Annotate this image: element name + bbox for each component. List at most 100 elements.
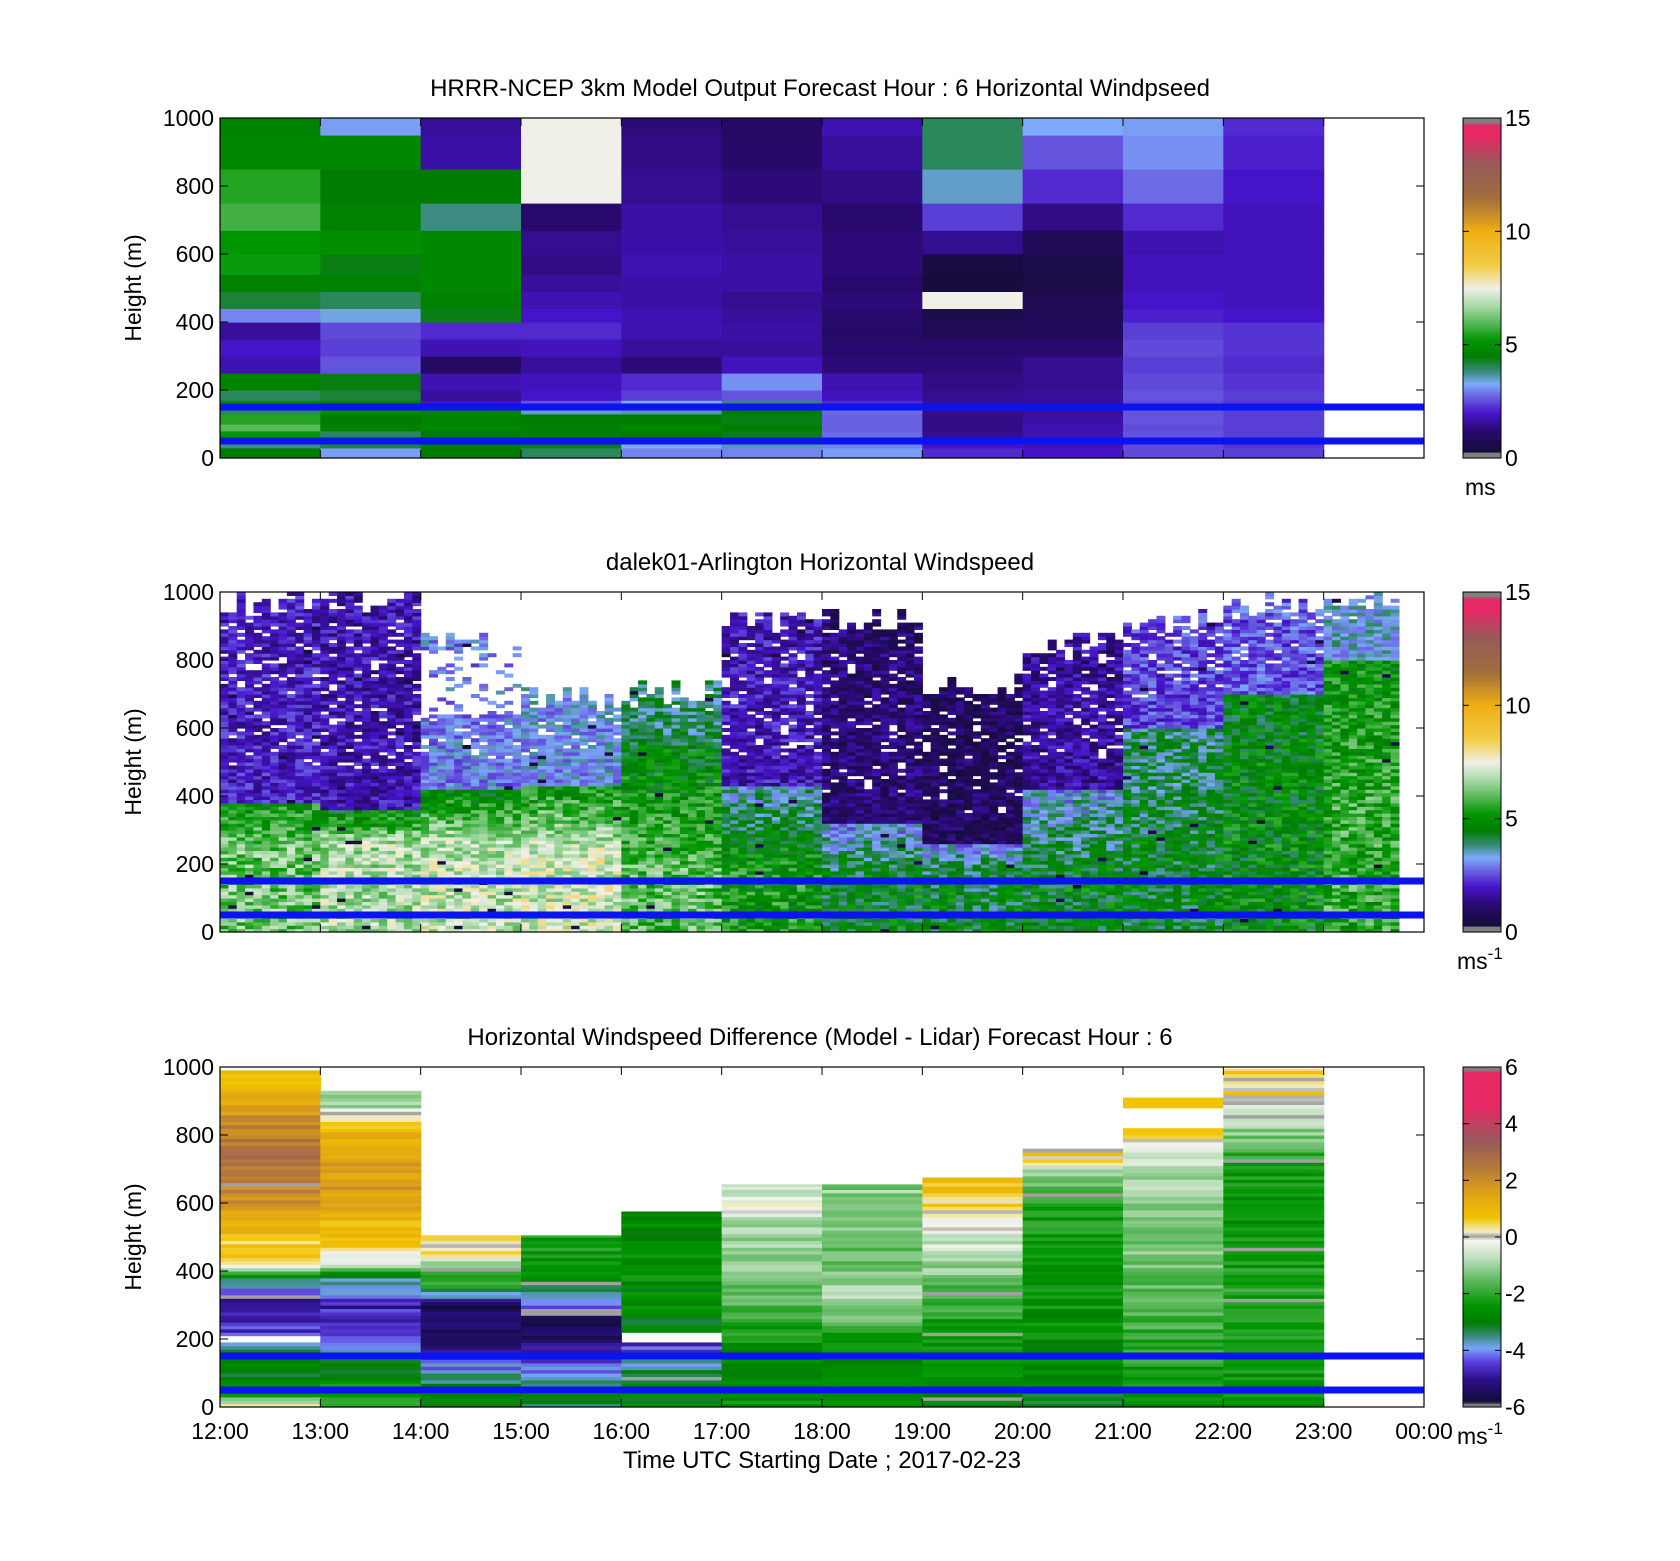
lidar-cell (579, 711, 589, 715)
lidar-cell (412, 898, 422, 902)
lidar-cell (270, 802, 280, 807)
lidar-cell (362, 741, 372, 746)
model-cell (220, 430, 321, 439)
lidar-cell (253, 836, 263, 841)
lidar-cell (629, 802, 639, 807)
lidar-cell (236, 830, 246, 834)
lidar-cell (445, 792, 455, 797)
lidar-cell (554, 874, 564, 879)
lidar-cell (629, 898, 639, 902)
lidar-cell (679, 768, 689, 773)
lidar-cell (654, 768, 664, 773)
lidar-cell (429, 809, 438, 814)
lidar-cell (253, 904, 263, 909)
lidar-cell (278, 629, 288, 634)
lidar-cell (295, 918, 305, 923)
lidar-cell (445, 738, 455, 743)
lidar-cell (688, 904, 698, 909)
lidar-cell (646, 894, 656, 899)
lidar-cell (612, 867, 622, 872)
lidar-cell (420, 891, 430, 896)
colorbar-swatch (1463, 222, 1501, 225)
lidar-cell (646, 789, 656, 794)
lidar-cell (236, 772, 246, 777)
lidar-heatmap (220, 592, 1400, 933)
lidar-cell (403, 646, 413, 651)
lidar-cell (437, 908, 447, 913)
lidar-cell (454, 809, 464, 814)
lidar-cell (378, 663, 388, 668)
lidar-cell (311, 836, 321, 841)
lidar-cell (253, 789, 263, 794)
lidar-cell (429, 833, 438, 838)
lidar-cell (454, 904, 464, 909)
lidar-cell (345, 700, 355, 705)
lidar-cell (495, 714, 505, 719)
lidar-cell (479, 853, 489, 858)
lidar-cell (370, 867, 380, 872)
lidar-cell (495, 734, 505, 739)
lidar-cell (688, 806, 698, 811)
lidar-cell (654, 799, 664, 804)
lidar-cell (654, 687, 664, 692)
lidar-cell (688, 721, 698, 726)
lidar-cell (479, 639, 489, 644)
lidar-cell (353, 704, 363, 709)
lidar-cell (295, 847, 305, 851)
lidar-cell (454, 833, 464, 838)
lidar-cell (303, 894, 313, 899)
lidar-cell (353, 639, 363, 644)
lidar-cell (278, 598, 288, 603)
lidar-cell (395, 870, 405, 875)
lidar-cell (311, 830, 321, 834)
lidar-cell (537, 802, 547, 807)
lidar-cell (303, 751, 313, 756)
lidar-cell (445, 646, 455, 651)
lidar-cell (521, 738, 530, 743)
lidar-cell (454, 741, 464, 746)
lidar-cell (328, 836, 338, 841)
lidar-cell (270, 843, 280, 848)
lidar-cell (487, 894, 497, 899)
lidar-cell (629, 816, 639, 821)
lidar-cell (688, 792, 698, 797)
lidar-cell (286, 853, 296, 858)
lidar-cell (236, 660, 246, 664)
lidar-cell (671, 925, 681, 930)
lidar-cell (378, 731, 388, 736)
lidar-cell (337, 751, 347, 756)
lidar-cell (253, 925, 263, 930)
lidar-cell (671, 823, 681, 828)
lidar-cell (320, 704, 330, 709)
lidar-cell (429, 758, 438, 763)
lidar-cell (403, 809, 413, 814)
lidar-cell (345, 724, 355, 729)
lidar-cell (220, 789, 229, 794)
model-cell (922, 339, 1024, 357)
lidar-cell (604, 826, 614, 831)
lidar-cell (278, 714, 288, 719)
lidar-cell (429, 649, 438, 654)
lidar-cell (621, 738, 631, 743)
model-cell (521, 254, 622, 275)
lidar-cell (671, 745, 681, 749)
lidar-cell (454, 748, 464, 753)
lidar-cell (395, 622, 405, 627)
lidar-cell (412, 721, 422, 726)
lidar-cell (362, 864, 372, 868)
lidar-cell (696, 894, 706, 899)
lidar-cell (587, 700, 597, 705)
lidar-cell (362, 738, 372, 743)
lidar-cell (571, 840, 581, 845)
lidar-cell (445, 891, 455, 896)
lidar-cell (646, 813, 656, 817)
lidar-cell (353, 687, 363, 692)
lidar-cell (621, 734, 631, 739)
lidar-cell (420, 765, 430, 770)
lidar-cell (253, 653, 263, 658)
lidar-cell (311, 928, 321, 933)
lidar-cell (495, 748, 505, 753)
lidar-cell (245, 646, 255, 651)
lidar-cell (621, 796, 631, 800)
lidar-cell (220, 673, 229, 678)
